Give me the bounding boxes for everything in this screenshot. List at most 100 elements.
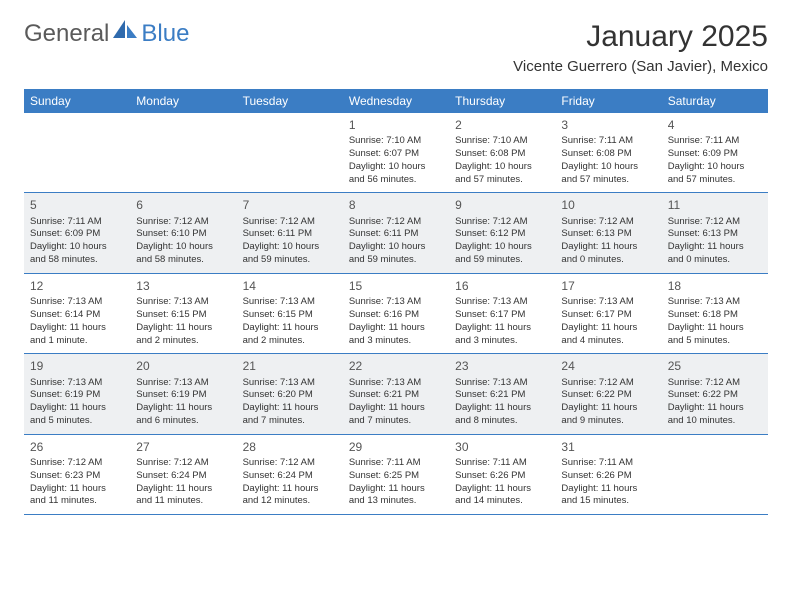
cell-daylight: Daylight: 10 hours and 58 minutes. — [30, 241, 124, 267]
day-header-row: Sunday Monday Tuesday Wednesday Thursday… — [24, 89, 768, 113]
cell-sunrise: Sunrise: 7:12 AM — [136, 457, 230, 470]
cell-daylight: Daylight: 10 hours and 59 minutes. — [455, 241, 549, 267]
calendar-cell — [24, 113, 130, 192]
cell-sunset: Sunset: 6:19 PM — [30, 389, 124, 402]
calendar-cell — [130, 113, 236, 192]
cell-sunrise: Sunrise: 7:13 AM — [561, 296, 655, 309]
cell-sunset: Sunset: 6:14 PM — [30, 309, 124, 322]
cell-sunset: Sunset: 6:24 PM — [243, 470, 337, 483]
calendar-body: 1Sunrise: 7:10 AMSunset: 6:07 PMDaylight… — [24, 113, 768, 515]
calendar-cell: 27Sunrise: 7:12 AMSunset: 6:24 PMDayligh… — [130, 435, 236, 514]
cell-date: 16 — [455, 278, 549, 294]
calendar-cell: 29Sunrise: 7:11 AMSunset: 6:25 PMDayligh… — [343, 435, 449, 514]
calendar-cell: 12Sunrise: 7:13 AMSunset: 6:14 PMDayligh… — [24, 274, 130, 353]
cell-sunrise: Sunrise: 7:12 AM — [668, 377, 762, 390]
cell-daylight: Daylight: 11 hours and 14 minutes. — [455, 483, 549, 509]
calendar-cell: 31 Sunrise: 7:11 AMSunset: 6:26 PMDayligh… — [555, 435, 661, 514]
cell-sunrise: Sunrise: 7:12 AM — [243, 216, 337, 229]
cell-sunrise: Sunrise: 7:11 AM — [561, 135, 655, 148]
cell-date: 15 — [349, 278, 443, 294]
brand-blue: Blue — [141, 20, 189, 48]
cell-sunrise: Sunrise: 7:12 AM — [668, 216, 762, 229]
title-block: January 2025 Vicente Guerrero (San Javie… — [513, 20, 768, 75]
cell-daylight: Daylight: 11 hours and 9 minutes. — [561, 402, 655, 428]
cell-sunrise: Sunrise: 7:13 AM — [455, 377, 549, 390]
calendar-cell: 16Sunrise: 7:13 AMSunset: 6:17 PMDayligh… — [449, 274, 555, 353]
cell-sunset: Sunset: 6:11 PM — [349, 228, 443, 241]
cell-sunset: Sunset: 6:22 PM — [668, 389, 762, 402]
cell-daylight: Daylight: 11 hours and 15 minutes. — [561, 483, 655, 509]
cell-date: 6 — [136, 197, 230, 213]
cell-sunrise: Sunrise: 7:13 AM — [349, 377, 443, 390]
cell-daylight: Daylight: 11 hours and 7 minutes. — [349, 402, 443, 428]
calendar-cell: 8Sunrise: 7:12 AMSunset: 6:11 PMDaylight… — [343, 193, 449, 272]
calendar-cell: 11Sunrise: 7:12 AMSunset: 6:13 PMDayligh… — [662, 193, 768, 272]
cell-date: 12 — [30, 278, 124, 294]
cell-sunrise: Sunrise: 7:12 AM — [30, 457, 124, 470]
cell-date: 8 — [349, 197, 443, 213]
cell-daylight: Daylight: 10 hours and 56 minutes. — [349, 161, 443, 187]
calendar-cell: 21Sunrise: 7:13 AMSunset: 6:20 PMDayligh… — [237, 354, 343, 433]
calendar-cell: 13Sunrise: 7:13 AMSunset: 6:15 PMDayligh… — [130, 274, 236, 353]
cell-sunset: Sunset: 6:16 PM — [349, 309, 443, 322]
cell-sunrise: Sunrise: 7:13 AM — [243, 377, 337, 390]
cell-date: 31 — [561, 439, 655, 455]
cell-date: 7 — [243, 197, 337, 213]
calendar-cell — [662, 435, 768, 514]
cell-sunrise: Sunrise: 7:12 AM — [243, 457, 337, 470]
cell-daylight: Daylight: 10 hours and 58 minutes. — [136, 241, 230, 267]
calendar-cell: 28Sunrise: 7:12 AMSunset: 6:24 PMDayligh… — [237, 435, 343, 514]
cell-sunset: Sunset: 6:09 PM — [668, 148, 762, 161]
cell-date: 4 — [668, 117, 762, 133]
cell-date: 19 — [30, 358, 124, 374]
cell-sunrise: Sunrise: 7:12 AM — [349, 216, 443, 229]
cell-sunset: Sunset: 6:17 PM — [561, 309, 655, 322]
cell-sunset: Sunset: 6:07 PM — [349, 148, 443, 161]
cell-daylight: Daylight: 11 hours and 12 minutes. — [243, 483, 337, 509]
day-header-saturday: Saturday — [662, 89, 768, 113]
cell-daylight: Daylight: 11 hours and 3 minutes. — [455, 322, 549, 348]
cell-sunset: Sunset: 6:10 PM — [136, 228, 230, 241]
cell-date: 17 — [561, 278, 655, 294]
cell-daylight: Daylight: 11 hours and 3 minutes. — [349, 322, 443, 348]
cell-date: 27 — [136, 439, 230, 455]
cell-sunset: Sunset: 6:26 PM — [561, 470, 655, 483]
day-header-thursday: Thursday — [449, 89, 555, 113]
calendar-cell: 14Sunrise: 7:13 AMSunset: 6:15 PMDayligh… — [237, 274, 343, 353]
cell-sunrise: Sunrise: 7:10 AM — [455, 135, 549, 148]
cell-sunrise: Sunrise: 7:11 AM — [668, 135, 762, 148]
cell-sunrise: Sunrise: 7:11 AM — [561, 457, 655, 470]
calendar-cell: 5Sunrise: 7:11 AMSunset: 6:09 PMDaylight… — [24, 193, 130, 272]
cell-daylight: Daylight: 11 hours and 11 minutes. — [30, 483, 124, 509]
calendar-cell: 26Sunrise: 7:12 AMSunset: 6:23 PMDayligh… — [24, 435, 130, 514]
cell-date: 5 — [30, 197, 124, 213]
brand-general: General — [24, 20, 109, 48]
cell-sunrise: Sunrise: 7:13 AM — [349, 296, 443, 309]
cell-date: 26 — [30, 439, 124, 455]
cell-daylight: Daylight: 11 hours and 7 minutes. — [243, 402, 337, 428]
cell-sunset: Sunset: 6:18 PM — [668, 309, 762, 322]
calendar-cell: 20Sunrise: 7:13 AMSunset: 6:19 PMDayligh… — [130, 354, 236, 433]
cell-date: 22 — [349, 358, 443, 374]
cell-sunset: Sunset: 6:21 PM — [455, 389, 549, 402]
month-year: January 2025 — [513, 20, 768, 54]
calendar-week: 12 Sunrise: 7:13 AM Sunset: 6:14 PM Dayligh… — [24, 274, 768, 354]
cell-sunrise: Sunrise: 7:12 AM — [455, 216, 549, 229]
cell-date: 13 — [136, 278, 230, 294]
header: General Blue January 2025 Vicente Guerre… — [24, 20, 768, 75]
cell-sunset: Sunset: 6:13 PM — [561, 228, 655, 241]
cell-sunset: Sunset: 6:20 PM — [243, 389, 337, 402]
brand-logo: General Blue — [24, 20, 189, 48]
calendar-cell: 2Sunrise: 7:10 AMSunset: 6:08 PMDaylight… — [449, 113, 555, 192]
calendar-cell: 24Sunrise: 7:12 AMSunset: 6:22 PMDayligh… — [555, 354, 661, 433]
cell-date: 18 — [668, 278, 762, 294]
cell-sunrise: Sunrise: 7:13 AM — [243, 296, 337, 309]
cell-sunrise: Sunrise: 7:11 AM — [349, 457, 443, 470]
cell-sunrise: Sunrise: 7:12 AM — [561, 216, 655, 229]
cell-sunrise: Sunrise: 7:13 AM — [136, 377, 230, 390]
cell-sunrise: Sunrise: 7:13 AM — [30, 377, 124, 390]
cell-sunset: Sunset: 6:19 PM — [136, 389, 230, 402]
cell-date: 29 — [349, 439, 443, 455]
cell-sunset: Sunset: 6:24 PM — [136, 470, 230, 483]
cell-date: 1 — [349, 117, 443, 133]
